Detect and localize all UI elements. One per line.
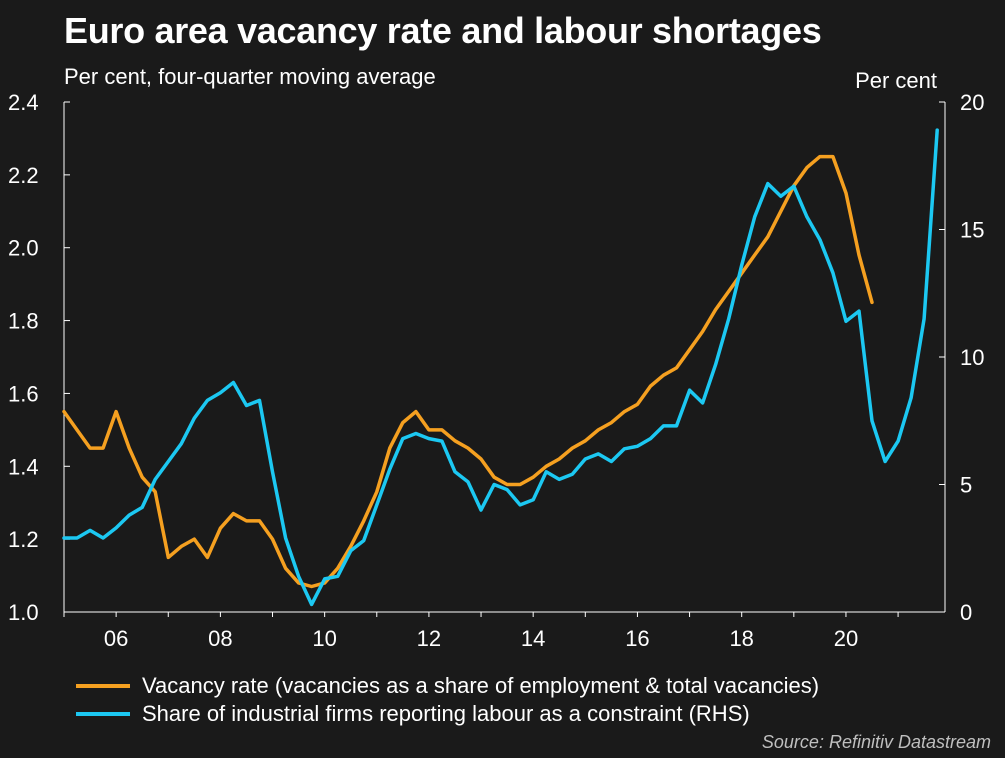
right-tick-label: 15 — [960, 218, 984, 243]
right-tick-label: 20 — [960, 90, 984, 115]
x-tick-label: 14 — [521, 626, 545, 651]
left-tick-label: 2.0 — [8, 236, 39, 261]
x-tick-label: 10 — [312, 626, 336, 651]
left-tick-label: 1.6 — [8, 381, 39, 406]
left-tick-label: 1.2 — [8, 527, 39, 552]
legend-swatch-vacancy — [76, 684, 130, 688]
legend-label-vacancy: Vacancy rate (vacancies as a share of em… — [142, 673, 820, 698]
left-tick-label: 1.8 — [8, 309, 39, 334]
x-tick-label: 08 — [208, 626, 232, 651]
x-tick-label: 06 — [104, 626, 128, 651]
chart-axes: 1.0 1.2 1.4 1.6 1.8 2.0 2.2 2.4 0 5 10 15 20 06 08 10 12… — [8, 90, 984, 651]
x-tick-label: 12 — [417, 626, 441, 651]
right-tick-label: 0 — [960, 600, 972, 625]
chart-legend: Vacancy rate (vacancies as a share of em… — [76, 672, 819, 728]
legend-item-vacancy: Vacancy rate (vacancies as a share of em… — [76, 672, 819, 700]
legend-swatch-constraint — [76, 712, 130, 716]
left-tick-label: 2.2 — [8, 163, 39, 188]
right-tick-label: 10 — [960, 345, 984, 370]
chart-subtitle: Per cent, four-quarter moving average — [64, 64, 436, 89]
left-tick-label: 2.4 — [8, 90, 39, 115]
chart-series — [62, 128, 939, 607]
vacancy-rate-line — [62, 154, 874, 589]
left-tick-label: 1.0 — [8, 600, 39, 625]
right-axis-unit-label: Per cent — [855, 68, 937, 93]
source-note: Source: Refinitiv Datastream — [761, 732, 991, 752]
right-tick-label: 5 — [960, 473, 972, 498]
legend-label-constraint: Share of industrial firms reporting labo… — [142, 701, 750, 726]
left-tick-label: 1.4 — [8, 454, 39, 479]
legend-item-constraint: Share of industrial firms reporting labo… — [76, 700, 819, 728]
x-tick-label: 20 — [834, 626, 858, 651]
chart-title: Euro area vacancy rate and labour shorta… — [64, 10, 822, 51]
x-tick-label: 16 — [625, 626, 649, 651]
labour-constraint-line — [62, 128, 939, 607]
x-tick-label: 18 — [729, 626, 753, 651]
